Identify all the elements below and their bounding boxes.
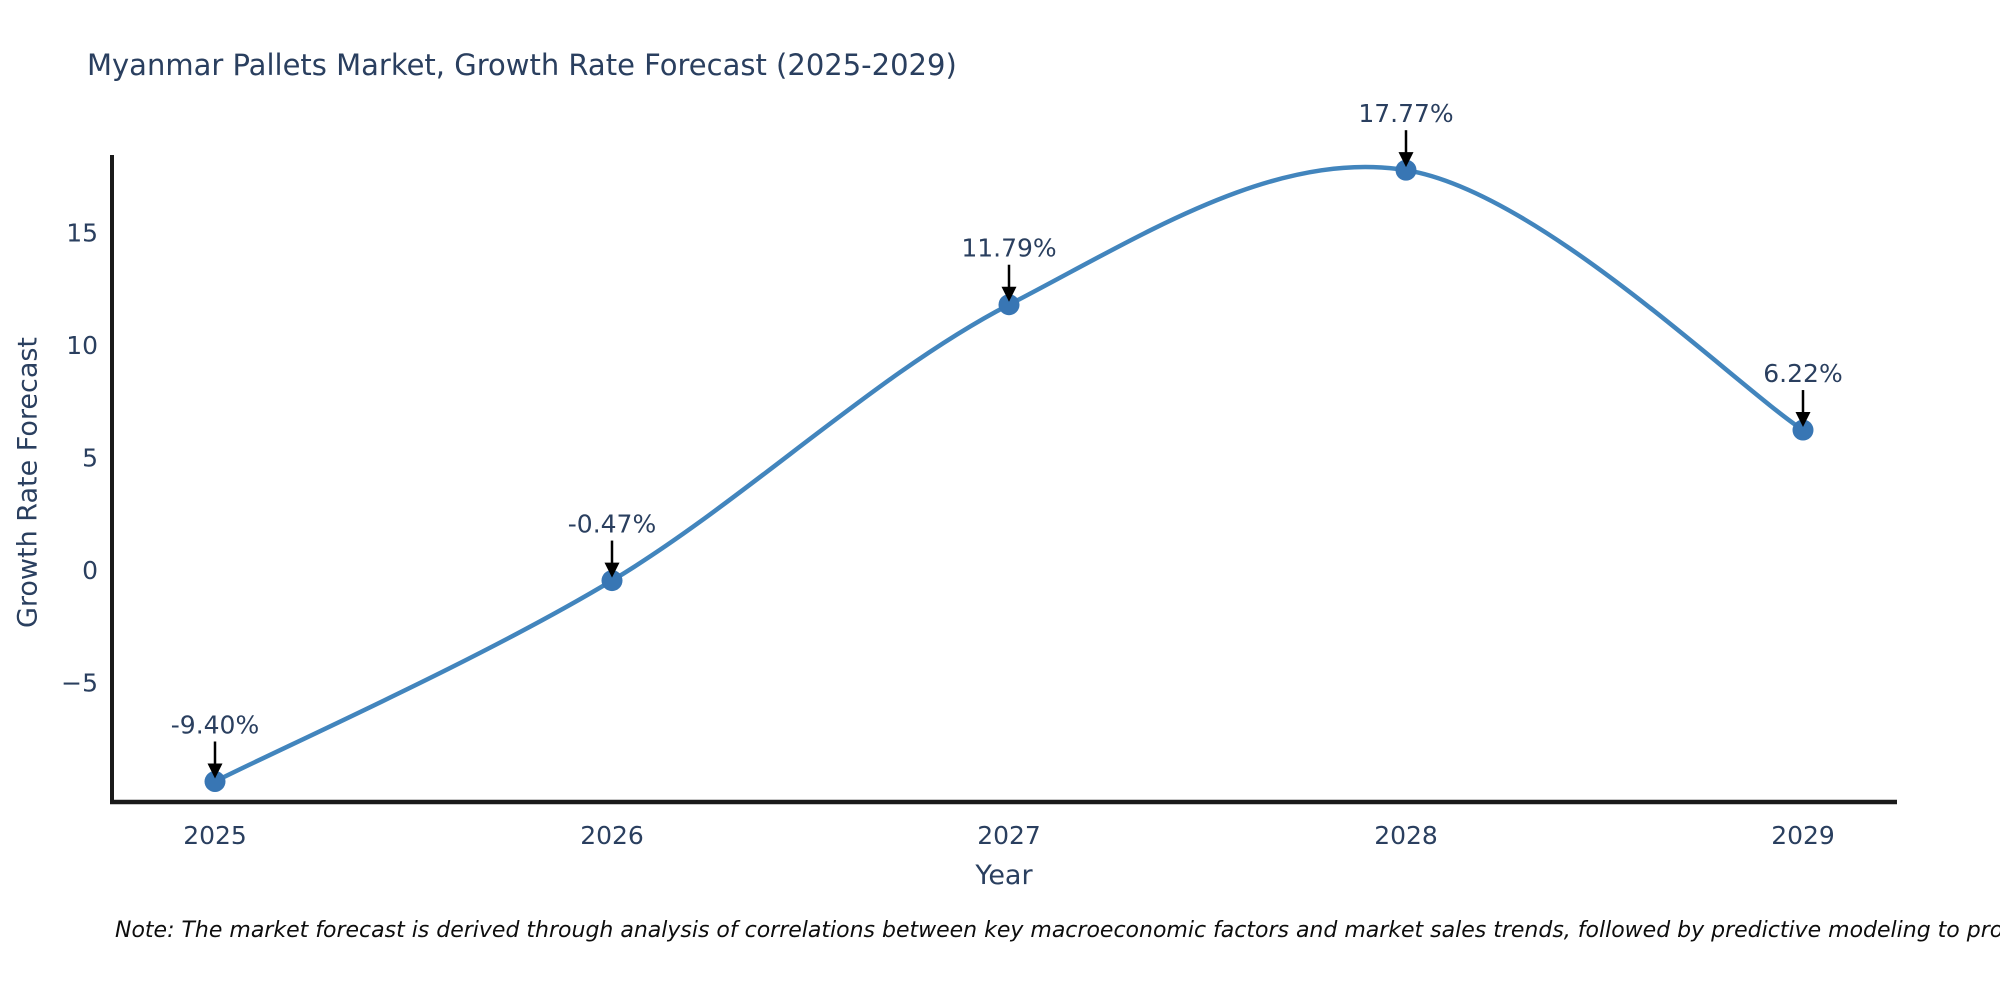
data-point-marker (601, 570, 623, 592)
annotation-arrowhead (604, 562, 620, 578)
annotation-arrowhead (1795, 412, 1811, 428)
y-tick-label: 15 (66, 219, 98, 248)
x-tick-label: 2029 (1771, 821, 1835, 850)
y-tick-label: 0 (82, 556, 98, 585)
data-point-marker (204, 771, 226, 792)
annotation-arrowhead (1001, 286, 1017, 302)
point-annotation: 11.79% (961, 234, 1056, 263)
y-tick-label: −5 (61, 669, 98, 698)
annotation-arrowhead (207, 763, 223, 779)
point-annotation: 17.77% (1358, 99, 1453, 128)
point-annotation: 6.22% (1763, 359, 1842, 388)
x-tick-label: 2027 (977, 821, 1041, 850)
x-tick-label: 2026 (580, 821, 644, 850)
x-tick-label: 2028 (1374, 821, 1438, 850)
x-axis-title: Year (975, 860, 1033, 891)
data-point-marker (998, 294, 1020, 316)
y-axis-title: Growth Rate Forecast (12, 336, 44, 629)
point-annotation: -0.47% (568, 510, 656, 539)
y-tick-label: 5 (82, 444, 98, 473)
chart-title: Myanmar Pallets Market, Growth Rate Fore… (87, 48, 957, 82)
point-annotation: -9.40% (171, 711, 259, 740)
x-tick-label: 2025 (183, 821, 247, 850)
annotation-arrowhead (1398, 152, 1414, 168)
footnote: Note: The market forecast is derived thr… (115, 918, 2000, 943)
data-point-marker (1395, 159, 1417, 181)
y-tick-label: 10 (66, 331, 98, 360)
data-point-marker (1792, 419, 1814, 441)
